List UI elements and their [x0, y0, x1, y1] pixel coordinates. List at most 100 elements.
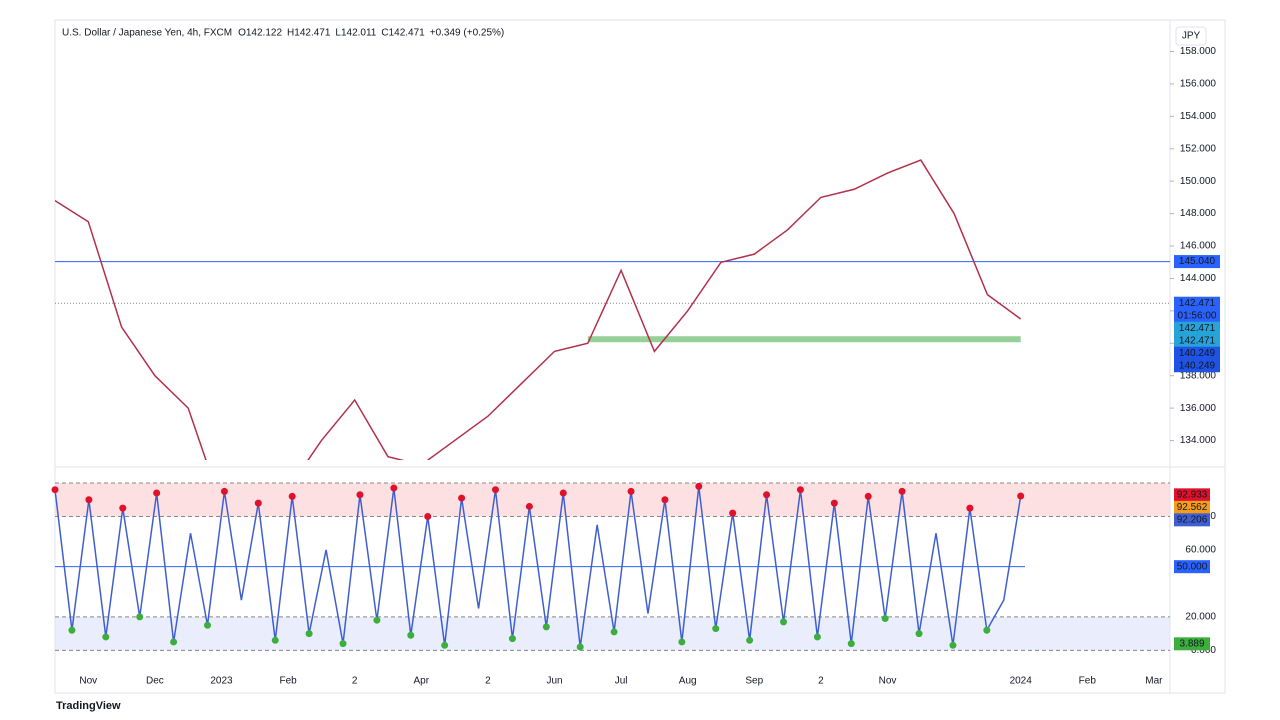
- y-tick-label: 60.000: [1185, 545, 1216, 556]
- low-marker: [305, 630, 313, 638]
- osc-label-box: [1174, 560, 1210, 574]
- low-marker: [881, 615, 889, 623]
- osc-label: 92.206: [1177, 514, 1208, 525]
- high-marker: [763, 491, 771, 499]
- currency: JPY: [1182, 31, 1201, 42]
- high-marker: [288, 492, 296, 500]
- ohlc-value: C142.471: [381, 28, 425, 39]
- high-marker: [525, 502, 533, 510]
- osc-label: 3.889: [1179, 638, 1204, 649]
- low-marker: [136, 613, 144, 621]
- high-marker: [220, 487, 228, 495]
- low-marker: [949, 641, 957, 649]
- series-line: [54, 486, 1022, 648]
- low-marker: [102, 633, 110, 641]
- high-marker: [1017, 492, 1025, 500]
- y-tick-label: 138.000: [1180, 370, 1217, 381]
- price-label: 140.249: [1179, 348, 1216, 359]
- price-label: 140.249: [1179, 360, 1216, 371]
- high-marker: [51, 486, 59, 494]
- low-marker: [576, 643, 584, 651]
- y-tick-label: 156.000: [1180, 79, 1217, 90]
- low-marker: [542, 623, 550, 631]
- x-tick-label: Sep: [745, 676, 763, 687]
- low-marker: [373, 616, 381, 624]
- footer: TradingView: [56, 700, 121, 712]
- price-label: 01:56:00: [1178, 310, 1217, 321]
- y-tick-label: 152.000: [1180, 143, 1217, 154]
- price-label-box: [1174, 255, 1220, 269]
- x-tick-label: Feb: [279, 676, 297, 687]
- frame: [54, 19, 1226, 694]
- x-tick-label: Apr: [414, 676, 430, 687]
- low-marker: [983, 626, 991, 634]
- high-marker: [356, 491, 364, 499]
- y-tick-label: 150.000: [1180, 176, 1217, 187]
- osc-label: 92.562: [1177, 502, 1208, 513]
- high-marker: [695, 482, 703, 490]
- osc-label-box: [1174, 488, 1210, 502]
- x-tick-label: Nov: [879, 676, 897, 687]
- y-tick-label: 158.000: [1180, 46, 1217, 57]
- support-zone: [587, 336, 1021, 343]
- osc-label-box: [1174, 500, 1210, 514]
- price-label-box: [1174, 334, 1220, 348]
- price-label: 142.471: [1179, 323, 1216, 334]
- osc-label-box: [1174, 513, 1210, 527]
- high-marker: [491, 486, 499, 494]
- y-tick-label: 134.000: [1180, 435, 1217, 446]
- price-label-box: [1174, 309, 1220, 323]
- low-marker: [203, 621, 211, 629]
- ohlc-value: +0.349 (+0.25%): [430, 28, 505, 39]
- y-tick-label: 154.000: [1180, 111, 1217, 122]
- zone: [55, 483, 1170, 517]
- x-tick-label: 2023: [210, 676, 233, 687]
- price-label: 142.471: [1179, 335, 1216, 346]
- high-marker: [153, 489, 161, 497]
- y-tick-label: 146.000: [1180, 241, 1217, 252]
- x-tick-label: Feb: [1079, 676, 1097, 687]
- low-marker: [339, 640, 347, 648]
- low-marker: [746, 636, 754, 644]
- x-tick-label: Nov: [79, 676, 97, 687]
- low-marker: [813, 633, 821, 641]
- low-marker: [508, 635, 516, 643]
- price-label-box: [1174, 346, 1220, 360]
- low-marker: [678, 638, 686, 646]
- ohlc-value: L142.011: [335, 28, 376, 39]
- high-marker: [864, 492, 872, 500]
- x-tick-label: 2024: [1010, 676, 1033, 687]
- high-marker: [627, 487, 635, 495]
- x-tick-label: Aug: [679, 676, 697, 687]
- osc-label: 92.933: [1177, 489, 1208, 500]
- high-marker: [390, 484, 398, 492]
- high-marker: [830, 499, 838, 507]
- series-line: [55, 159, 1022, 460]
- low-marker: [915, 630, 923, 638]
- low-marker: [407, 631, 415, 639]
- x-tick-label: Mar: [1145, 676, 1163, 687]
- price-label-box: [1174, 359, 1220, 373]
- high-marker: [966, 504, 974, 512]
- high-marker: [119, 504, 127, 512]
- y-tick-label: 20.000: [1185, 612, 1216, 623]
- high-marker: [254, 499, 262, 507]
- y-tick-label: 0.000: [1191, 645, 1216, 656]
- price-label: 142.471: [1179, 298, 1216, 309]
- high-marker: [796, 486, 804, 494]
- y-tick-label: 136.000: [1180, 403, 1217, 414]
- x-tick-label: 2: [818, 676, 824, 687]
- currency-box[interactable]: [1175, 26, 1207, 46]
- x-tick-label: 2: [352, 676, 358, 687]
- x-tick-label: Dec: [146, 676, 164, 687]
- price-label-box: [1174, 321, 1220, 335]
- price-label-box: [1174, 296, 1220, 310]
- low-marker: [441, 641, 449, 649]
- chart-title: U.S. Dollar / Japanese Yen, 4h, FXCM: [62, 28, 232, 39]
- high-marker: [559, 489, 567, 497]
- low-marker: [780, 618, 788, 626]
- x-tick-label: 2: [485, 676, 491, 687]
- low-marker: [610, 628, 618, 636]
- high-marker: [458, 494, 466, 502]
